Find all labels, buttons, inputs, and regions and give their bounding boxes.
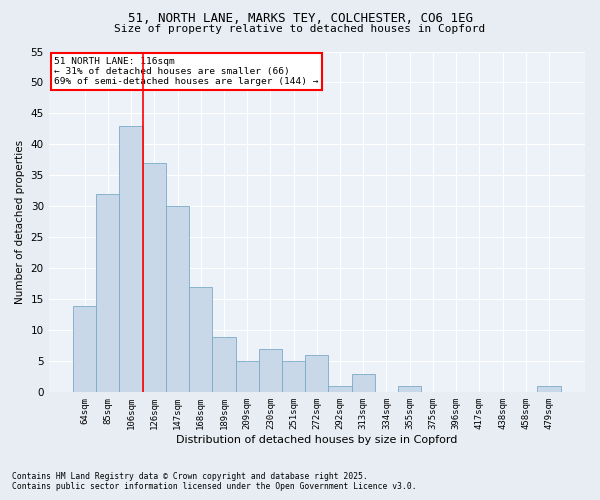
X-axis label: Distribution of detached houses by size in Copford: Distribution of detached houses by size …: [176, 435, 458, 445]
Bar: [352, 374, 375, 392]
Bar: [189, 287, 212, 393]
Bar: [73, 306, 96, 392]
Text: Contains HM Land Registry data © Crown copyright and database right 2025.: Contains HM Land Registry data © Crown c…: [12, 472, 368, 481]
Bar: [328, 386, 352, 392]
Bar: [398, 386, 421, 392]
Bar: [96, 194, 119, 392]
Bar: [212, 336, 236, 392]
Bar: [166, 206, 189, 392]
Bar: [143, 163, 166, 392]
Bar: [282, 362, 305, 392]
Bar: [305, 355, 328, 393]
Bar: [236, 362, 259, 392]
Y-axis label: Number of detached properties: Number of detached properties: [15, 140, 25, 304]
Bar: [538, 386, 560, 392]
Bar: [259, 349, 282, 393]
Text: Size of property relative to detached houses in Copford: Size of property relative to detached ho…: [115, 24, 485, 34]
Text: 51 NORTH LANE: 116sqm
← 31% of detached houses are smaller (66)
69% of semi-deta: 51 NORTH LANE: 116sqm ← 31% of detached …: [54, 56, 319, 86]
Text: Contains public sector information licensed under the Open Government Licence v3: Contains public sector information licen…: [12, 482, 416, 491]
Bar: [119, 126, 143, 392]
Text: 51, NORTH LANE, MARKS TEY, COLCHESTER, CO6 1EG: 51, NORTH LANE, MARKS TEY, COLCHESTER, C…: [128, 12, 473, 26]
